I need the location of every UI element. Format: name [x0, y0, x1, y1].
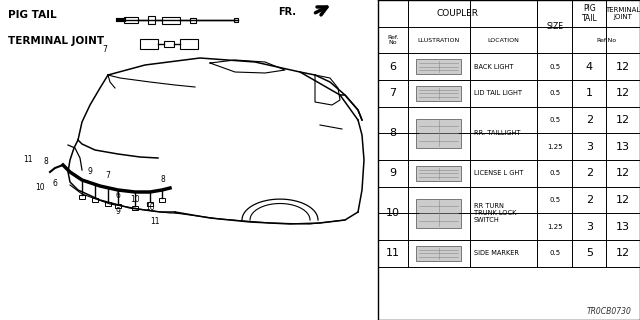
Text: 1: 1 — [586, 88, 593, 98]
Bar — [92, 198, 98, 202]
Text: 6: 6 — [389, 62, 396, 72]
Text: 1.25: 1.25 — [547, 224, 563, 230]
Text: 9: 9 — [88, 167, 92, 177]
Bar — [164, 41, 174, 47]
Bar — [234, 18, 238, 22]
Text: 2: 2 — [586, 115, 593, 125]
Bar — [147, 202, 153, 206]
Text: TR0CB0730: TR0CB0730 — [587, 307, 632, 316]
Text: 6: 6 — [116, 190, 120, 199]
Text: 2: 2 — [586, 168, 593, 178]
Text: 13: 13 — [616, 222, 630, 232]
Text: RR TURN
TRUNK LOCK
SWITCH: RR TURN TRUNK LOCK SWITCH — [474, 203, 516, 223]
Text: 8: 8 — [389, 128, 396, 138]
Text: 11: 11 — [23, 156, 33, 164]
Text: 10: 10 — [130, 196, 140, 204]
Text: 9: 9 — [389, 168, 396, 178]
Text: 12: 12 — [616, 248, 630, 258]
Text: 3: 3 — [586, 222, 593, 232]
Text: FR.: FR. — [278, 7, 296, 17]
Text: 10: 10 — [386, 208, 400, 218]
Text: 4: 4 — [586, 62, 593, 72]
Text: 2: 2 — [586, 195, 593, 205]
Text: 0.5: 0.5 — [549, 90, 561, 96]
Text: LOCATION: LOCATION — [488, 37, 520, 43]
Bar — [417, 166, 461, 181]
Text: 8: 8 — [161, 175, 165, 185]
Text: TERMINAL JOINT: TERMINAL JOINT — [8, 36, 104, 46]
Text: 7: 7 — [106, 171, 111, 180]
Text: Ref.No: Ref.No — [596, 37, 616, 43]
Text: 11: 11 — [150, 218, 160, 227]
Bar — [159, 198, 165, 202]
Bar — [115, 204, 121, 208]
Text: 12: 12 — [616, 195, 630, 205]
Bar — [180, 39, 198, 49]
Text: 7: 7 — [389, 88, 396, 98]
Text: LID TAIL LIGHT: LID TAIL LIGHT — [474, 90, 522, 96]
Text: SIZE: SIZE — [547, 22, 563, 31]
Bar — [124, 17, 138, 23]
Text: 7: 7 — [102, 45, 108, 54]
Bar — [417, 246, 461, 261]
Bar — [140, 39, 158, 49]
Bar — [417, 86, 461, 101]
Text: PIG
TAIL: PIG TAIL — [582, 4, 597, 23]
Bar — [417, 119, 461, 148]
Text: BACK LIGHT: BACK LIGHT — [474, 64, 513, 70]
Text: RR. TAILLIGHT: RR. TAILLIGHT — [474, 130, 520, 136]
Text: PIG TAIL: PIG TAIL — [8, 10, 56, 20]
Text: 10: 10 — [35, 183, 45, 193]
Bar — [417, 59, 461, 74]
Text: 12: 12 — [616, 62, 630, 72]
Bar — [132, 206, 138, 210]
Text: LICENSE L GHT: LICENSE L GHT — [474, 170, 524, 176]
Text: SIDE MARKER: SIDE MARKER — [474, 250, 519, 256]
Bar — [79, 195, 85, 199]
Text: 0.5: 0.5 — [549, 64, 561, 70]
Text: 0.5: 0.5 — [549, 170, 561, 176]
Text: 12: 12 — [616, 168, 630, 178]
Text: LLUSTRATION: LLUSTRATION — [418, 37, 460, 43]
Text: 1.25: 1.25 — [547, 144, 563, 150]
Text: 0.5: 0.5 — [549, 117, 561, 123]
Text: TERMINAL
JOINT: TERMINAL JOINT — [605, 7, 640, 20]
Text: 9: 9 — [116, 207, 120, 217]
Text: 0.5: 0.5 — [549, 197, 561, 203]
Text: 0.5: 0.5 — [549, 250, 561, 256]
Text: 10: 10 — [145, 204, 155, 212]
Text: Ref.
No: Ref. No — [387, 35, 399, 45]
Text: 6: 6 — [52, 180, 58, 188]
Text: 3: 3 — [586, 142, 593, 152]
Bar — [162, 17, 180, 23]
Bar — [190, 18, 196, 22]
Bar — [148, 16, 155, 24]
Text: 5: 5 — [586, 248, 593, 258]
Bar — [417, 199, 461, 228]
Text: 13: 13 — [616, 142, 630, 152]
Text: 12: 12 — [616, 88, 630, 98]
Text: 12: 12 — [616, 115, 630, 125]
Bar — [105, 202, 111, 206]
Text: 11: 11 — [386, 248, 400, 258]
Text: COUPLER: COUPLER — [436, 9, 479, 18]
Text: 8: 8 — [44, 157, 49, 166]
